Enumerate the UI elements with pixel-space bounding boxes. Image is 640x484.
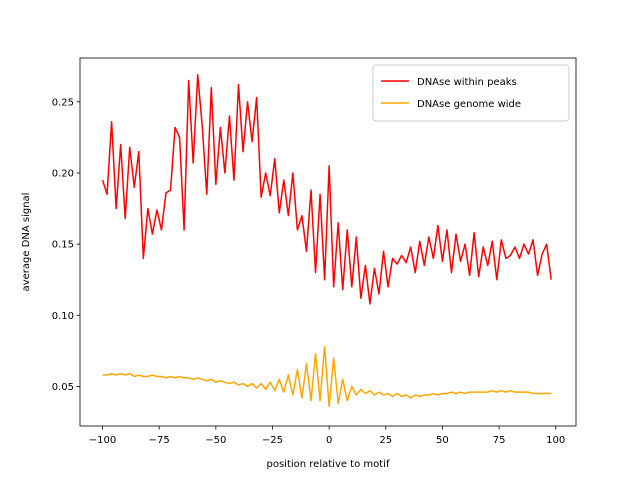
legend-box bbox=[372, 64, 570, 122]
x-tick-label: −75 bbox=[149, 435, 170, 446]
x-tick-label: −25 bbox=[262, 435, 283, 446]
x-tick-label: 0 bbox=[326, 435, 332, 446]
x-tick-label: 50 bbox=[436, 435, 449, 446]
y-tick-label: 0.20 bbox=[52, 168, 74, 179]
y-tick-label: 0.15 bbox=[52, 240, 74, 251]
series-line bbox=[101, 74, 552, 305]
y-axis-label: average DNA signal bbox=[21, 193, 32, 292]
y-tick-label: 0.25 bbox=[52, 97, 74, 108]
series-line bbox=[102, 345, 552, 408]
legend-label: DNAse genome wide bbox=[417, 99, 521, 110]
x-axis-label: position relative to motif bbox=[267, 459, 390, 470]
x-tick-label: −50 bbox=[205, 435, 226, 446]
x-tick-label: −100 bbox=[89, 435, 116, 446]
x-tick-label: 25 bbox=[379, 435, 392, 446]
plot-frame bbox=[79, 57, 577, 427]
x-tick-label: 100 bbox=[546, 435, 565, 446]
y-tick-label: 0.05 bbox=[52, 382, 74, 393]
x-tick-label: 75 bbox=[493, 435, 506, 446]
legend-label: DNAse within peaks bbox=[417, 77, 517, 88]
y-tick-label: 0.10 bbox=[52, 311, 74, 322]
